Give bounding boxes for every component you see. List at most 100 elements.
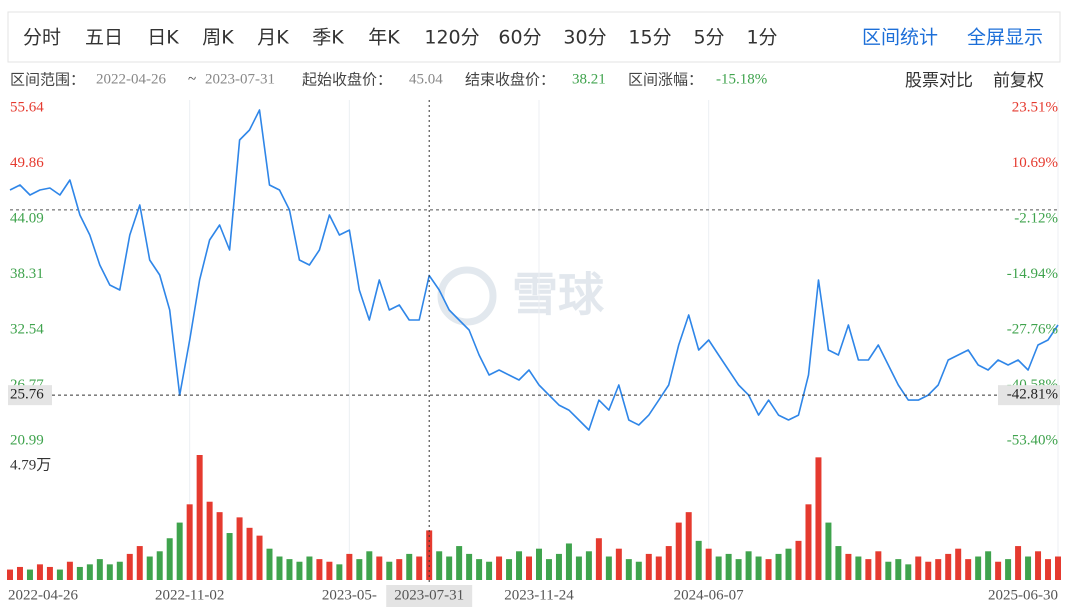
period-tab[interactable]: 120分: [424, 27, 479, 49]
volume-bar: [965, 559, 972, 580]
period-tab[interactable]: 60分: [498, 27, 541, 49]
volume-bar: [56, 569, 63, 580]
compare-button[interactable]: 股票对比: [905, 71, 973, 91]
volume-bar: [366, 551, 373, 580]
adjust-button[interactable]: 前复权: [993, 71, 1044, 91]
volume-bar: [66, 561, 73, 580]
volume-bar: [346, 553, 353, 580]
period-tab[interactable]: 日K: [147, 27, 179, 49]
y2-tick-label: 10.69%: [1012, 155, 1058, 171]
volume-bar: [1035, 551, 1042, 580]
volume-bar: [226, 533, 233, 580]
y2-tick-label: -53.40%: [1007, 432, 1058, 448]
volume-bar: [865, 559, 872, 580]
volume-bar: [915, 556, 922, 580]
volume-bar: [36, 564, 43, 580]
tab-group: 分时 五日 日K 周K 月K 季K 年K 120分 60分 30分 15分 5分 1分: [23, 27, 778, 49]
volume-bar: [945, 553, 952, 580]
range-label: 区间范围：: [10, 71, 85, 89]
volume-bar: [306, 556, 313, 580]
fullscreen-link[interactable]: 全屏显示: [967, 27, 1043, 49]
volume-bar: [196, 455, 203, 580]
volume-bar: [286, 559, 293, 580]
volume-bar: [765, 559, 772, 580]
volume-bar: [895, 559, 902, 580]
period-tab[interactable]: 15分: [628, 27, 671, 49]
volume-bar: [46, 566, 53, 580]
volume-bar: [246, 527, 253, 580]
volume-tick-label: 4.79万: [10, 457, 51, 473]
period-tab[interactable]: 30分: [563, 27, 606, 49]
volume-bar: [496, 556, 503, 580]
volume-bar: [825, 522, 832, 580]
x-tick-label: 2022-11-02: [155, 587, 224, 603]
volume-bar: [126, 553, 133, 580]
y2-tick-label: -27.76%: [1007, 321, 1058, 337]
volume-bar: [216, 512, 223, 580]
y-tick-label: 44.09: [10, 210, 44, 226]
volume-bar: [156, 551, 163, 580]
volume-bar: [925, 561, 932, 580]
x-tick-label: 2023-07-31: [394, 587, 464, 603]
volume-bar: [555, 553, 562, 580]
period-tab[interactable]: 1分: [746, 27, 777, 49]
volume-bar: [16, 566, 23, 580]
volume-bar: [615, 548, 622, 580]
x-tick-label: 2025-06-30: [988, 587, 1058, 603]
y2-tick-label: 23.51%: [1012, 99, 1058, 115]
volume-bar: [316, 559, 323, 580]
volume-bar: [655, 556, 662, 580]
crosshair-label-bg: [998, 385, 1060, 406]
volume-bar: [26, 569, 33, 580]
change-label: 区间涨幅：: [628, 71, 703, 89]
volume-bar: [96, 559, 103, 580]
range-end: 2023-07-31: [205, 71, 275, 87]
plot: 55.6449.8644.0938.3132.5426.7720.9923.51…: [7, 99, 1061, 607]
crosshair-label-bg: [8, 385, 52, 406]
volume-bar: [86, 564, 93, 580]
volume-bar: [695, 540, 702, 580]
volume-bar: [705, 548, 712, 580]
volume-bar: [635, 561, 642, 580]
period-tab[interactable]: 季K: [312, 27, 344, 49]
period-tab[interactable]: 五日: [85, 27, 123, 49]
volume-bar: [545, 559, 552, 580]
volume-bar: [176, 522, 183, 580]
volume-bar: [7, 569, 13, 580]
volume-bar: [396, 559, 403, 580]
volume-bar: [565, 543, 572, 580]
toolbar: [7, 11, 1061, 63]
volume-bar: [535, 548, 542, 580]
volume-bar: [486, 561, 493, 580]
period-tab[interactable]: 分时: [23, 27, 61, 49]
range-stats-link[interactable]: 区间统计: [862, 27, 938, 49]
volume-bar: [1025, 556, 1032, 580]
volume-bar: [665, 546, 672, 580]
volume-bar: [506, 559, 513, 580]
volume-bar: [76, 566, 83, 580]
volume-bar: [476, 559, 483, 580]
volume-bar: [416, 556, 423, 580]
volume-bar: [785, 548, 792, 580]
volume-bar: [186, 504, 193, 580]
volume-bar: [625, 559, 632, 580]
watermark-text: 雪球: [512, 268, 605, 322]
volume-bar: [575, 556, 582, 580]
volume-bar: [845, 553, 852, 580]
y-tick-label: 20.99: [10, 432, 44, 448]
volume-bar: [326, 561, 333, 580]
volume-bar: [206, 501, 213, 580]
period-tab[interactable]: 周K: [202, 27, 234, 49]
period-tab[interactable]: 年K: [368, 27, 400, 49]
period-tab[interactable]: 5分: [693, 27, 724, 49]
volume-bar: [376, 556, 383, 580]
volume-bar: [755, 556, 762, 580]
volume-bar: [356, 559, 363, 580]
volume-bar: [406, 553, 413, 580]
volume-bar: [276, 556, 283, 580]
change-value: -15.18%: [716, 71, 767, 87]
volume-bar: [935, 559, 942, 580]
period-tab[interactable]: 月K: [257, 27, 289, 49]
volume-bar: [645, 553, 652, 580]
volume-bar: [296, 561, 303, 580]
